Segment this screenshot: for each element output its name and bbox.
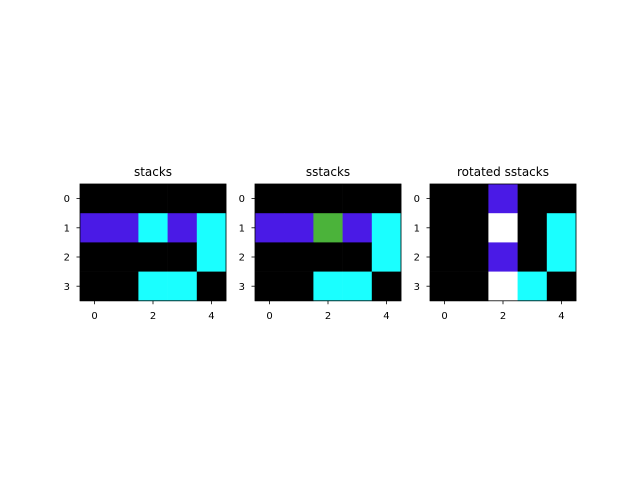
heatmap-cell bbox=[138, 271, 168, 302]
heatmap-cell bbox=[313, 213, 343, 243]
heatmap-cell bbox=[196, 213, 227, 243]
heatmap-cell bbox=[255, 271, 285, 302]
x-tick-label: 0 bbox=[441, 311, 447, 322]
heatmap-cell bbox=[342, 271, 373, 302]
heatmap-cell bbox=[459, 184, 489, 214]
heatmap-cell bbox=[517, 271, 548, 302]
x-tick-label: 0 bbox=[266, 311, 272, 322]
heatmap-cell bbox=[284, 271, 314, 302]
heatmap-cell bbox=[488, 213, 518, 243]
heatmap-cell bbox=[255, 184, 285, 214]
heatmap-cell bbox=[167, 184, 198, 214]
y-tick-label: 1 bbox=[64, 223, 70, 234]
y-tick-label: 3 bbox=[414, 282, 420, 293]
heatmap-cell bbox=[371, 213, 402, 243]
heatmap-cell bbox=[371, 184, 402, 214]
heatmap-cell bbox=[459, 242, 489, 272]
heatmap-cell bbox=[488, 271, 518, 302]
heatmap-cell bbox=[459, 213, 489, 243]
heatmap-panel-0: 0 2 4 0 1 2 3 stacks bbox=[64, 165, 227, 322]
y-tick-label: 0 bbox=[239, 194, 245, 205]
y-tick-label: 3 bbox=[239, 282, 245, 293]
panel-title: rotated sstacks bbox=[457, 165, 549, 179]
heatmap-cell bbox=[546, 271, 577, 302]
heatmap-cell bbox=[196, 271, 227, 302]
y-tick-label: 2 bbox=[414, 253, 420, 264]
y-tick-label: 0 bbox=[414, 194, 420, 205]
y-tick-label: 1 bbox=[239, 223, 245, 234]
x-tick-label: 0 bbox=[91, 311, 97, 322]
heatmap-cell bbox=[517, 242, 548, 272]
y-tick-label: 0 bbox=[64, 194, 70, 205]
heatmap-cell bbox=[255, 242, 285, 272]
heatmap-cell bbox=[196, 184, 227, 214]
heatmap-cell bbox=[167, 271, 198, 302]
heatmap-cell bbox=[430, 184, 460, 214]
y-tick-label: 3 bbox=[64, 282, 70, 293]
panel-title: sstacks bbox=[306, 165, 350, 179]
heatmap-cell bbox=[546, 242, 577, 272]
x-tick-label: 4 bbox=[208, 311, 214, 322]
panel-title: stacks bbox=[134, 165, 172, 179]
y-tick-label: 2 bbox=[64, 253, 70, 264]
heatmap-cell bbox=[313, 242, 343, 272]
heatmap-cell bbox=[80, 271, 110, 302]
heatmap-cell bbox=[80, 242, 110, 272]
x-tick-label: 4 bbox=[558, 311, 564, 322]
heatmap-cell bbox=[167, 213, 198, 243]
heatmap-cell bbox=[138, 213, 168, 243]
heatmap-cell bbox=[517, 213, 548, 243]
heatmap-cell bbox=[430, 271, 460, 302]
heatmap-cell bbox=[80, 213, 110, 243]
heatmap-cell bbox=[284, 213, 314, 243]
heatmap-cell bbox=[371, 242, 402, 272]
x-tick-label: 2 bbox=[325, 311, 331, 322]
heatmap-cell bbox=[109, 184, 139, 214]
heatmap-cell bbox=[342, 213, 373, 243]
heatmap-cell bbox=[284, 184, 314, 214]
heatmap-cell bbox=[430, 242, 460, 272]
heatmap-cell bbox=[284, 242, 314, 272]
heatmap-cell bbox=[138, 242, 168, 272]
heatmap-cell bbox=[109, 271, 139, 302]
heatmap-cell bbox=[488, 184, 518, 214]
heatmap-cell bbox=[430, 213, 460, 243]
x-tick-label: 2 bbox=[500, 311, 506, 322]
heatmap-cell bbox=[342, 242, 373, 272]
heatmap-cell bbox=[459, 271, 489, 302]
heatmap-cell bbox=[488, 242, 518, 272]
heatmap-cell bbox=[196, 242, 227, 272]
heatmap-cell bbox=[255, 213, 285, 243]
heatmap-panel-2: 0 2 4 0 1 2 3 rotated sstacks bbox=[414, 165, 577, 322]
heatmap-cell bbox=[80, 184, 110, 214]
heatmap-cell bbox=[546, 213, 577, 243]
heatmap-cell bbox=[342, 184, 373, 214]
heatmap-cell bbox=[371, 271, 402, 302]
y-tick-label: 1 bbox=[414, 223, 420, 234]
heatmap-cell bbox=[546, 184, 577, 214]
heatmap-cell bbox=[109, 213, 139, 243]
heatmap-cell bbox=[313, 184, 343, 214]
heatmap-cell bbox=[167, 242, 198, 272]
heatmap-cell bbox=[109, 242, 139, 272]
heatmap-cell bbox=[138, 184, 168, 214]
x-tick-label: 4 bbox=[383, 311, 389, 322]
x-tick-label: 2 bbox=[150, 311, 156, 322]
heatmap-cell bbox=[517, 184, 548, 214]
heatmap-cell bbox=[313, 271, 343, 302]
heatmap-panel-1: 0 2 4 0 1 2 3 sstacks bbox=[239, 165, 402, 322]
y-tick-label: 2 bbox=[239, 253, 245, 264]
